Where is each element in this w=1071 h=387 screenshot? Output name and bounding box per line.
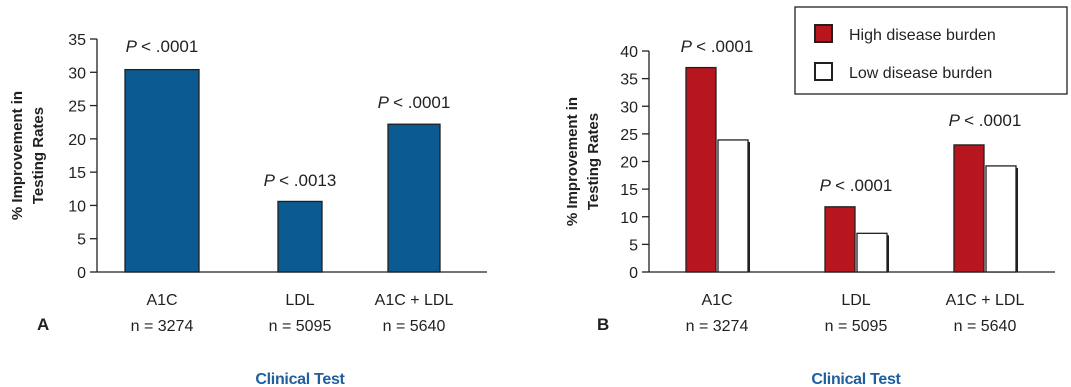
bar-low-a1c xyxy=(717,139,749,273)
y-tick-label: 10 xyxy=(68,198,86,215)
x-category-label: A1C + LDL xyxy=(946,292,1025,309)
p-value: < .0001 xyxy=(964,111,1021,130)
y-tick-label: 25 xyxy=(68,99,86,116)
y-axis-title-line-2: Testing Rates xyxy=(585,113,602,210)
y-tick-label: 35 xyxy=(68,32,86,49)
x-category-n-label: n = 5095 xyxy=(269,318,332,335)
bar-low-ldl xyxy=(856,232,888,273)
bar-low-a1c-ldl xyxy=(985,165,1017,273)
legend-box xyxy=(794,6,1068,95)
y-axis-title-line-1: % Improvement in xyxy=(9,91,26,220)
panel-letter: A xyxy=(37,315,49,334)
p-symbol: P xyxy=(949,111,964,130)
y-tick-label: 20 xyxy=(620,155,638,172)
y-tick-label: 25 xyxy=(620,127,638,144)
x-category-n-label: n = 3274 xyxy=(686,318,749,335)
y-tick-label: 15 xyxy=(620,182,638,199)
p-value: < .0001 xyxy=(141,37,198,56)
y-tick-label: 35 xyxy=(620,72,638,89)
legend: High disease burden Low disease burden xyxy=(794,6,1068,95)
x-category-label: LDL xyxy=(841,292,870,309)
bar-a1c-ldl xyxy=(387,123,441,273)
p-value-label: P < .0001 xyxy=(378,93,451,112)
y-tick-label: 5 xyxy=(77,232,86,249)
legend-label: Low disease burden xyxy=(849,65,992,82)
x-axis-title: Clinical Test xyxy=(255,371,345,387)
y-tick-label: 15 xyxy=(68,165,86,182)
p-value-label: P < .0001 xyxy=(820,176,893,195)
y-tick-label: 30 xyxy=(620,99,638,116)
bar-ldl xyxy=(277,200,323,273)
y-axis-title-line-1: % Improvement in xyxy=(564,97,581,226)
y-tick-label: 40 xyxy=(620,44,638,61)
p-value: < .0001 xyxy=(835,176,892,195)
x-category-label: A1C xyxy=(701,292,732,309)
p-value: < .0001 xyxy=(696,37,753,56)
chart-panel-a: 0 5 10 15 20 25 30 35 P < .0001 A1C n = 3274 P < .0… xyxy=(9,32,487,387)
y-tick-label: 0 xyxy=(77,265,86,282)
x-axis-title: Clinical Test xyxy=(811,371,901,387)
x-category-label: LDL xyxy=(285,292,314,309)
legend-label: High disease burden xyxy=(849,27,996,44)
bar-high-a1c-ldl xyxy=(953,144,985,273)
chart-panel-b: 0 5 10 15 20 25 30 35 40 P < .0001 A1C n = 3274 P < … xyxy=(564,6,1068,387)
y-tick-label: 5 xyxy=(629,237,638,254)
y-tick-label: 10 xyxy=(620,210,638,227)
panel-letter: B xyxy=(597,315,609,334)
x-category-n-label: n = 5640 xyxy=(383,318,446,335)
x-category-n-label: n = 5095 xyxy=(825,318,888,335)
bar-a1c xyxy=(124,68,200,273)
p-value-label: P < .0001 xyxy=(681,37,754,56)
p-symbol: P xyxy=(126,37,141,56)
y-tick-label: 20 xyxy=(68,132,86,149)
bar-high-a1c xyxy=(685,66,717,273)
p-value-label: P < .0001 xyxy=(126,37,199,56)
p-symbol: P xyxy=(264,171,279,190)
x-category-label: A1C + LDL xyxy=(375,292,454,309)
p-value-label: P < .0013 xyxy=(264,171,337,190)
p-value: < .0001 xyxy=(393,93,450,112)
y-tick-label: 0 xyxy=(629,265,638,282)
p-value-label: P < .0001 xyxy=(949,111,1022,130)
legend-swatch xyxy=(814,62,833,81)
p-value: < .0013 xyxy=(279,171,336,190)
p-symbol: P xyxy=(681,37,696,56)
x-category-label: A1C xyxy=(146,292,177,309)
p-symbol: P xyxy=(820,176,835,195)
bar-high-ldl xyxy=(824,206,856,273)
x-category-n-label: n = 5640 xyxy=(954,318,1017,335)
p-symbol: P xyxy=(378,93,393,112)
y-axis-title-line-2: Testing Rates xyxy=(30,107,47,204)
y-tick-label: 30 xyxy=(68,65,86,82)
legend-swatch xyxy=(814,24,833,43)
x-category-n-label: n = 3274 xyxy=(131,318,194,335)
